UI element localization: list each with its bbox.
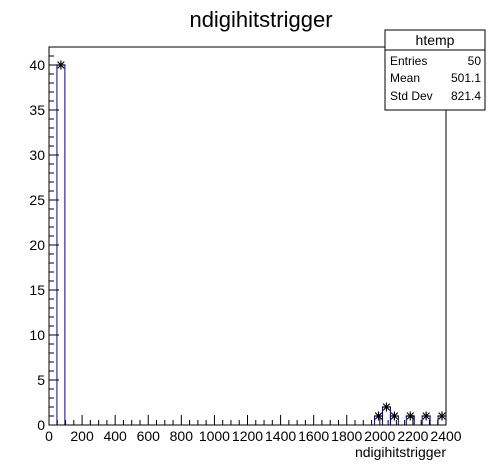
y-tick-label: 40 <box>29 57 45 73</box>
stats-mean-label: Mean <box>390 71 420 85</box>
stats-entries-value: 50 <box>468 54 482 68</box>
x-tick-label: 1200 <box>232 428 263 444</box>
y-tick-label: 5 <box>37 372 45 388</box>
stats-stddev-value: 821.4 <box>451 89 481 103</box>
x-tick-label: 1000 <box>199 428 230 444</box>
stats-box: htemp Entries 50 Mean 501.1 Std Dev 821.… <box>385 30 485 110</box>
data-point <box>390 412 399 421</box>
data-point <box>406 412 415 421</box>
x-tick-label: 2400 <box>430 428 461 444</box>
x-tick-label: 1400 <box>265 428 296 444</box>
stats-stddev-label: Std Dev <box>390 89 433 103</box>
x-axis-label: ndigihitstrigger <box>355 444 446 460</box>
stats-box-title: htemp <box>416 32 455 48</box>
y-tick-label: 15 <box>29 282 45 298</box>
x-tick-label: 2000 <box>364 428 395 444</box>
data-markers <box>56 61 446 421</box>
y-tick-label: 35 <box>29 102 45 118</box>
y-axis: 0 5 10 15 20 25 30 35 40 <box>29 47 59 433</box>
x-axis: 0 200 400 600 800 1000 1200 1400 1600 1800 2000 220… <box>45 415 462 444</box>
y-tick-label: 10 <box>29 327 45 343</box>
histogram-bars <box>57 65 446 425</box>
x-tick-label: 600 <box>137 428 161 444</box>
x-tick-label: 400 <box>103 428 127 444</box>
data-point <box>422 412 431 421</box>
y-tick-label: 0 <box>37 417 45 433</box>
data-point <box>382 403 391 412</box>
y-tick-label: 20 <box>29 237 45 253</box>
stats-entries-label: Entries <box>390 54 427 68</box>
data-point <box>438 412 447 421</box>
y-tick-label: 30 <box>29 147 45 163</box>
x-tick-label: 800 <box>170 428 194 444</box>
data-point <box>374 412 383 421</box>
stats-mean-value: 501.1 <box>451 71 481 85</box>
x-tick-label: 2200 <box>397 428 428 444</box>
x-tick-label: 1600 <box>298 428 329 444</box>
x-tick-label: 0 <box>45 428 53 444</box>
x-tick-label: 200 <box>70 428 94 444</box>
x-tick-label: 1800 <box>331 428 362 444</box>
chart-title: ndigihitstrigger <box>189 7 332 32</box>
y-tick-label: 25 <box>29 192 45 208</box>
